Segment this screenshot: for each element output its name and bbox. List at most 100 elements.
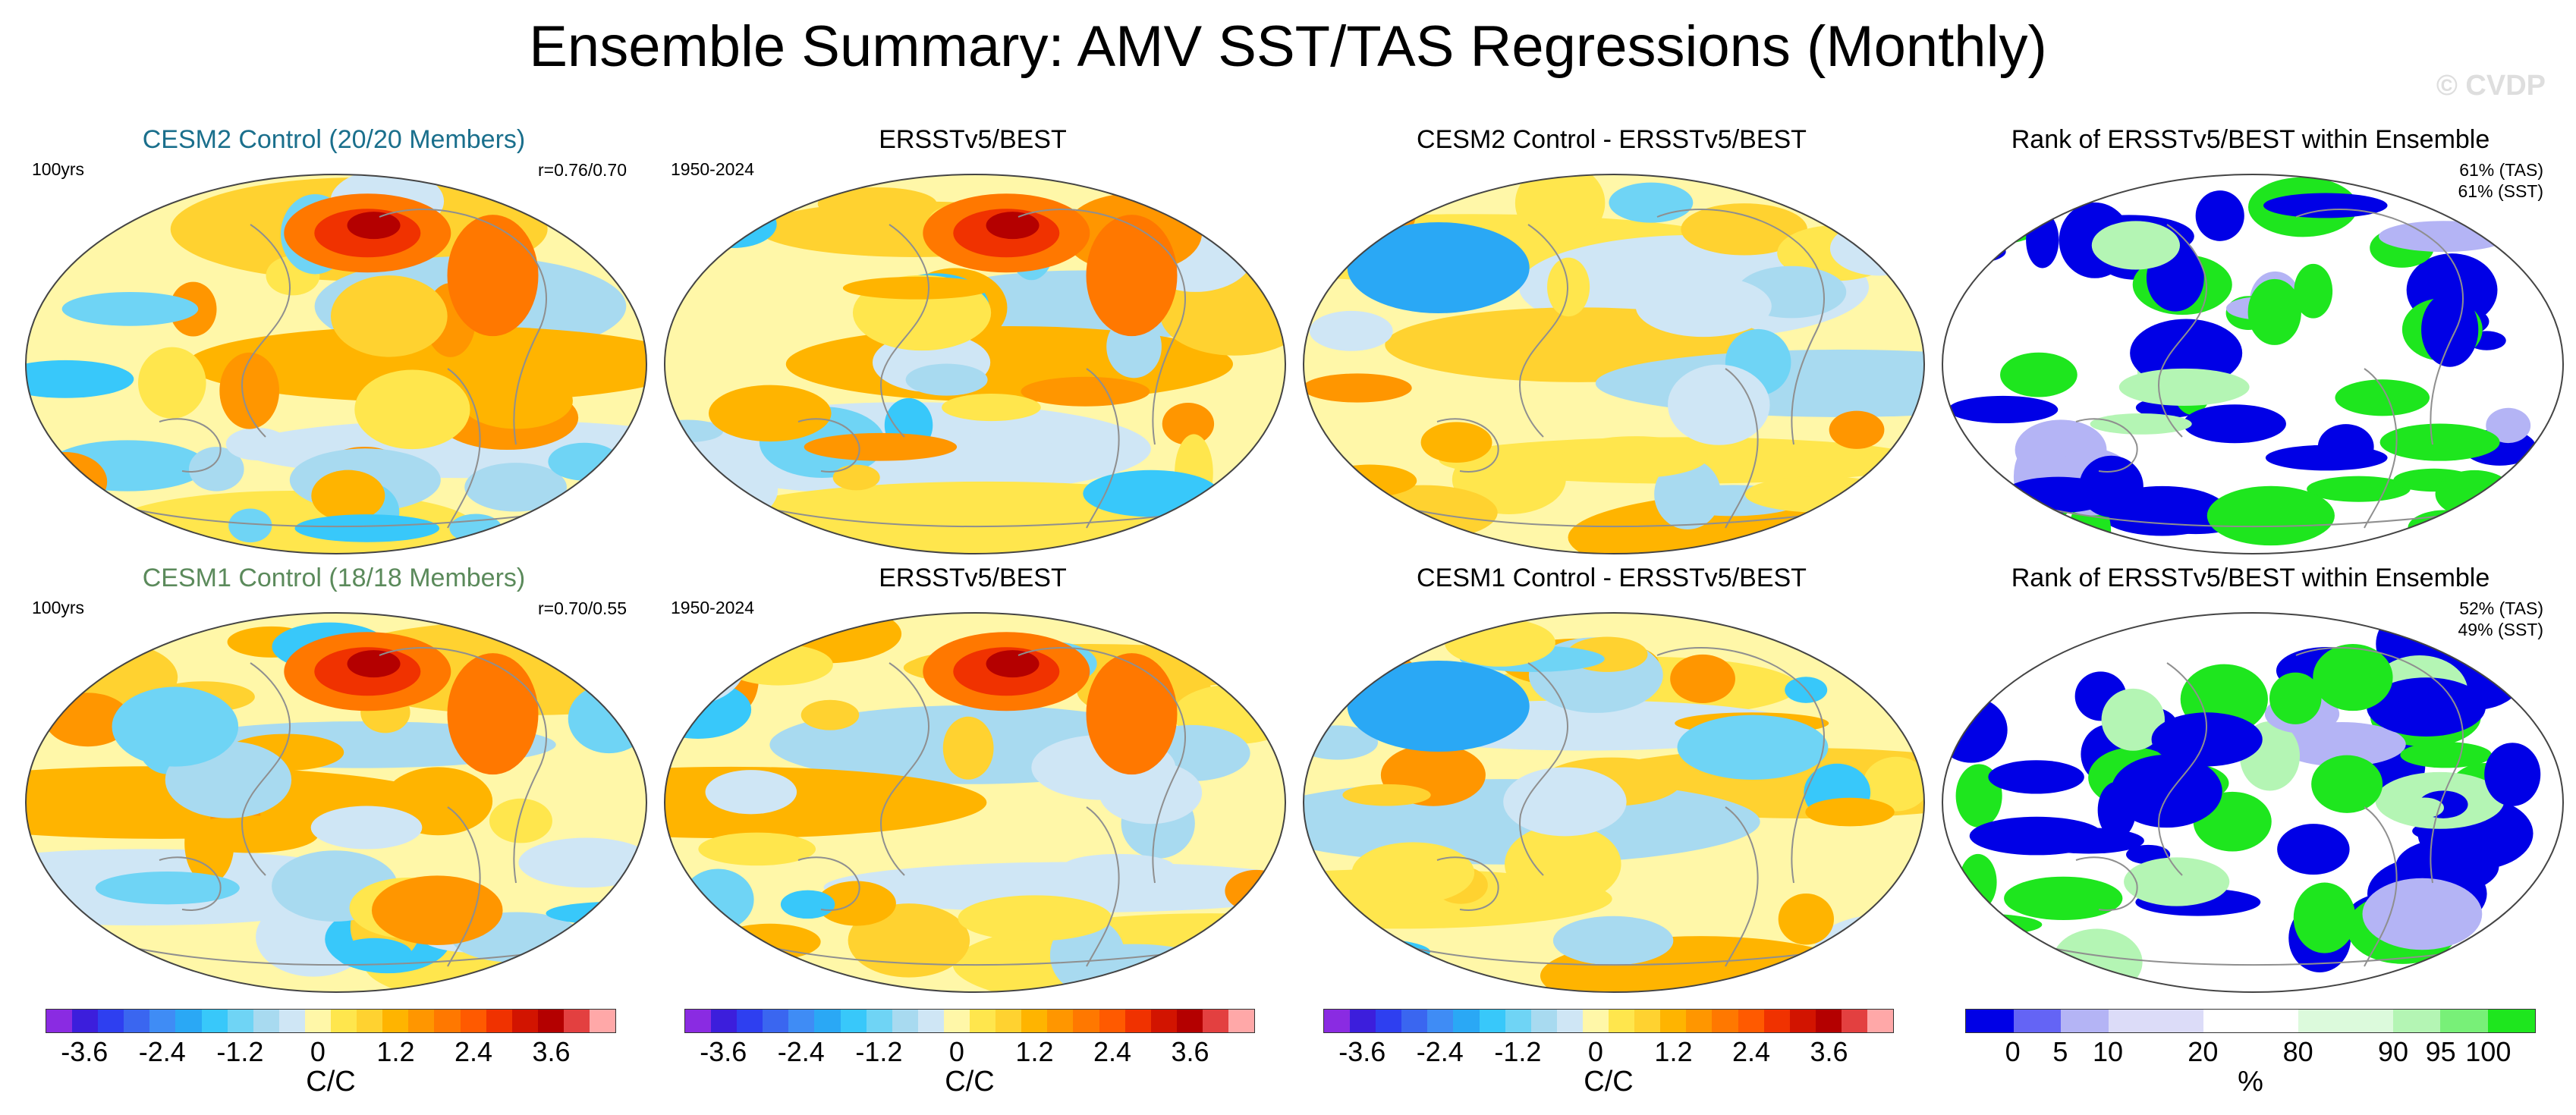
colorbar-tick-label: -1.2 <box>855 1036 903 1067</box>
coastline <box>1086 806 1120 967</box>
colorbar-swatches <box>1323 1009 1894 1033</box>
coastline <box>1436 856 1499 911</box>
coastline <box>159 418 222 473</box>
anomaly-region <box>970 417 1059 451</box>
anomaly-region <box>568 683 646 754</box>
rank-region <box>2195 190 2244 241</box>
anomaly-region <box>780 890 835 919</box>
anomaly-region <box>112 686 239 767</box>
anomaly-region <box>1609 182 1694 223</box>
anomaly-region <box>681 868 754 931</box>
coastline <box>2158 662 2207 876</box>
colorbar-swatch <box>685 1010 712 1032</box>
anomaly-region <box>518 837 646 888</box>
colorbar-tick-label: 3.6 <box>1810 1036 1848 1067</box>
rank-region <box>2362 878 2483 950</box>
colorbar-swatch <box>1401 1010 1428 1032</box>
anomaly-region <box>1083 470 1219 517</box>
anomaly-region <box>1552 916 1674 966</box>
rank-region <box>2247 278 2301 345</box>
coastline <box>241 224 291 438</box>
colorbar-swatch <box>382 1010 409 1032</box>
period-label: 1950-2024 <box>671 159 754 179</box>
anomaly-region <box>1744 476 1897 513</box>
colorbar-ticks: -3.6 -2.4 -1.2 0 1.2 2.4 3.6 <box>46 1033 616 1067</box>
rank-region <box>2151 712 2263 767</box>
rank-region <box>2101 688 2165 751</box>
anomaly-region <box>1351 842 1475 904</box>
anomaly-region <box>294 514 440 542</box>
anomaly-region <box>705 770 797 815</box>
coastline <box>1725 368 1759 529</box>
colorbar-tick-label: 1.2 <box>1654 1036 1693 1067</box>
map-anomaly <box>664 612 1286 993</box>
colorbar: -3.6 -2.4 -1.2 0 1.2 2.4 3.6 C/C <box>46 1009 616 1097</box>
rank-region <box>2335 379 2430 416</box>
coastline <box>241 662 291 876</box>
period-label: 1950-2024 <box>671 598 754 617</box>
colorbar-unit: C/C <box>1584 1066 1634 1098</box>
colorbar-tick-label: -1.2 <box>1494 1036 1542 1067</box>
colorbar-swatches <box>684 1009 1255 1033</box>
colorbar-tick-label: 3.6 <box>1171 1036 1209 1067</box>
colorbar-swatch <box>537 1010 564 1032</box>
rank-region <box>2269 672 2322 724</box>
colorbar-swatch <box>1634 1010 1661 1032</box>
figure-title: Ensemble Summary: AMV SST/TAS Regression… <box>529 14 2047 79</box>
cool-anomaly <box>1347 661 1530 752</box>
anomaly-region <box>75 174 125 234</box>
period-label: 100yrs <box>32 598 85 617</box>
correlation-label: r=0.76/0.70 <box>537 160 627 180</box>
anomaly-region <box>665 619 719 658</box>
rank-region <box>2367 677 2486 737</box>
colorbar-swatch <box>98 1010 124 1032</box>
colorbar: -3.6 -2.4 -1.2 0 1.2 2.4 3.6 C/C <box>684 1009 1255 1097</box>
colorbar-swatch <box>788 1010 815 1032</box>
anomaly-region <box>1162 403 1215 445</box>
colorbar-swatch <box>1789 1010 1816 1032</box>
colorbar-tick-label: 0 <box>2005 1036 2021 1067</box>
anomaly-region <box>817 187 937 221</box>
colorbar-tick-label: -3.6 <box>1338 1036 1386 1067</box>
panel-title: ERSSTv5/BEST <box>879 125 1067 154</box>
anomaly-region <box>1778 894 1834 945</box>
colorbar-swatch <box>357 1010 383 1032</box>
colorbar-swatches <box>1965 1009 2536 1033</box>
warm-anomaly <box>986 212 1040 240</box>
coastline <box>1086 368 1120 529</box>
colorbar-unit: % <box>2238 1066 2263 1098</box>
colorbar-swatch <box>917 1010 944 1032</box>
anomaly-region <box>26 451 108 511</box>
anomaly-region <box>958 895 1112 941</box>
colorbar-ticks: -3.6 -2.4 -1.2 0 1.2 2.4 3.6 <box>684 1033 1255 1067</box>
coastline <box>2030 943 2471 966</box>
panel-cesm2-mean: CESM2 Control (20/20 Members) 100yrs r=0… <box>15 123 653 563</box>
coastline <box>797 856 860 911</box>
anomaly-region <box>464 463 567 512</box>
colorbar-swatch <box>408 1010 435 1032</box>
rank-region <box>1988 760 2084 794</box>
colorbar-swatch <box>1228 1010 1255 1032</box>
anomaly-region <box>832 464 880 491</box>
rank-region <box>2293 882 2356 953</box>
anomaly-region <box>26 766 448 839</box>
anomaly-region <box>1420 422 1492 463</box>
warm-anomaly <box>347 650 401 678</box>
rank-region <box>2311 755 2383 813</box>
rank-region <box>2130 319 2243 388</box>
map-border <box>664 174 1286 554</box>
colorbar-swatch <box>1738 1010 1764 1032</box>
coastline <box>1519 224 1568 438</box>
coastline <box>880 224 929 438</box>
rank-region <box>2277 824 2350 875</box>
anomaly-region <box>1844 500 1897 536</box>
colorbar-tick-label: 20 <box>2188 1036 2219 1067</box>
colorbar-swatch <box>1660 1010 1687 1032</box>
anomaly-region <box>1327 185 1430 223</box>
colorbar-tick-label: 80 <box>2282 1036 2313 1067</box>
coastline <box>447 368 481 529</box>
colorbar-swatch <box>1582 1010 1609 1032</box>
colorbar-swatch <box>434 1010 461 1032</box>
colorbar-swatch <box>2392 1010 2440 1032</box>
warm-anomaly <box>347 212 401 240</box>
